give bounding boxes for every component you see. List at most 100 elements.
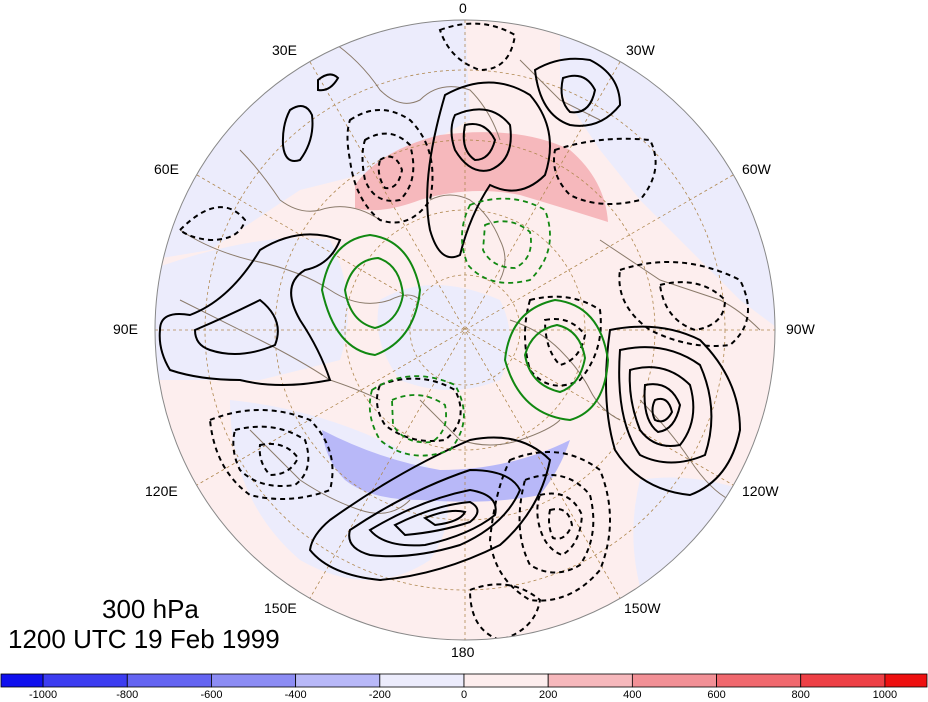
colorbar-tick-label: 0 — [460, 689, 468, 701]
lon-label-90w: 90W — [786, 321, 815, 337]
positive-contour — [643, 383, 682, 434]
lon-label-120e: 120E — [145, 483, 178, 499]
positive-contour — [368, 488, 497, 547]
negative-contour — [375, 377, 462, 442]
positive-contour — [618, 346, 713, 464]
meridian — [196, 174, 734, 486]
colorbar-bin — [0, 673, 44, 688]
lon-label-150e: 150E — [264, 600, 297, 616]
colorbar-bin — [547, 673, 633, 688]
colorbar-tick-label: -800 — [116, 689, 139, 701]
coastline-siberia — [179, 229, 421, 304]
lon-label-30e: 30E — [272, 42, 297, 58]
field-positive-band — [355, 132, 608, 222]
negative-contour — [548, 508, 574, 540]
colorbar-tick-label: -600 — [200, 689, 223, 701]
colorbar-bin — [800, 673, 886, 688]
colorbar-bin — [379, 673, 465, 688]
negative-contour — [658, 281, 727, 332]
green-dashed-contour — [482, 220, 532, 269]
green-dashed-contour — [391, 394, 447, 444]
colorbar-bin — [463, 673, 549, 688]
colorbar-tick-label: -400 — [284, 689, 307, 701]
negative-contour — [468, 583, 542, 640]
green-solid-contour — [503, 298, 610, 422]
positive-contour — [450, 108, 512, 172]
colorbar-tick-label: 1000 — [872, 689, 898, 701]
negative-contour — [346, 109, 434, 224]
positive-contour — [651, 397, 674, 423]
positive-contour — [422, 509, 467, 527]
green-dashed-contour — [368, 375, 465, 457]
positive-contour — [193, 298, 279, 355]
graticule — [155, 20, 775, 640]
green-dashed-contours — [368, 197, 551, 457]
coastline-arctic — [429, 194, 506, 281]
green-solid-contour — [523, 323, 587, 394]
negative-contour — [361, 132, 415, 202]
green-dashed-contour — [461, 197, 551, 284]
colorbar-bin — [126, 673, 212, 688]
colorbar-bin — [42, 673, 128, 688]
negative-contour — [553, 137, 657, 205]
coastlines — [179, 39, 761, 514]
positive-contour — [462, 123, 497, 162]
lon-label-60e: 60E — [154, 161, 179, 177]
pressure-level-title: 300 hPa — [102, 594, 199, 624]
colorbar-tick-label: 400 — [623, 689, 642, 701]
meridian — [309, 61, 621, 599]
negative-contour — [232, 425, 310, 487]
positive-contours — [158, 57, 742, 582]
lon-label-90e: 90E — [113, 321, 138, 337]
colorbar-bin — [295, 673, 381, 688]
green-solid-contour — [320, 233, 422, 357]
lon-label-120w: 120W — [742, 483, 779, 499]
latitude-circle — [344, 209, 586, 451]
negative-contour — [258, 442, 300, 477]
field-negative-pole — [377, 285, 510, 390]
coastline-alaska — [509, 319, 621, 421]
positive-contour — [533, 57, 622, 127]
colorbar-tick-label: -1000 — [29, 689, 58, 701]
green-contours — [320, 233, 610, 422]
coastline-europe — [329, 39, 501, 141]
coastline-asia-north — [179, 299, 381, 401]
colorbar-bin — [631, 673, 717, 688]
colorbar-bin — [884, 673, 928, 688]
positive-contour — [281, 105, 314, 162]
negative-contour — [543, 318, 587, 367]
colorbar-tick-label: 800 — [791, 689, 810, 701]
negative-contour — [377, 155, 404, 190]
meridian — [309, 61, 621, 599]
map-boundary — [154, 19, 776, 641]
coastline-bering — [419, 399, 561, 446]
positive-contour — [348, 468, 522, 558]
negative-contour — [524, 295, 602, 387]
lon-label-0: 0 — [459, 0, 467, 16]
positive-contour — [308, 436, 552, 582]
positive-contour — [393, 500, 479, 537]
green-solid-contour — [343, 256, 405, 330]
lon-label-60w: 60W — [742, 161, 771, 177]
colorbar-tick-label: 600 — [707, 689, 726, 701]
positive-contour — [628, 366, 695, 447]
meridian — [196, 174, 734, 486]
datetime-title: 1200 UTC 19 Feb 1999 — [8, 624, 280, 654]
coastline-east-asia — [249, 429, 411, 514]
lon-label-150w: 150W — [624, 600, 661, 616]
field-negative-southwest — [230, 400, 448, 580]
positive-contour — [605, 325, 742, 497]
coastline-greenland — [519, 59, 601, 121]
negative-contour — [488, 451, 611, 602]
positive-contour — [317, 73, 340, 92]
colorbar-tick-label: -200 — [368, 689, 391, 701]
negative-contour — [178, 206, 247, 242]
negative-contour — [208, 409, 334, 500]
lon-label-30w: 30W — [626, 42, 655, 58]
lon-label-180: 180 — [451, 644, 475, 660]
negative-contours — [178, 22, 749, 640]
colorbar-bin — [716, 673, 802, 688]
positive-contour — [426, 81, 551, 259]
positive-contour — [158, 233, 342, 386]
